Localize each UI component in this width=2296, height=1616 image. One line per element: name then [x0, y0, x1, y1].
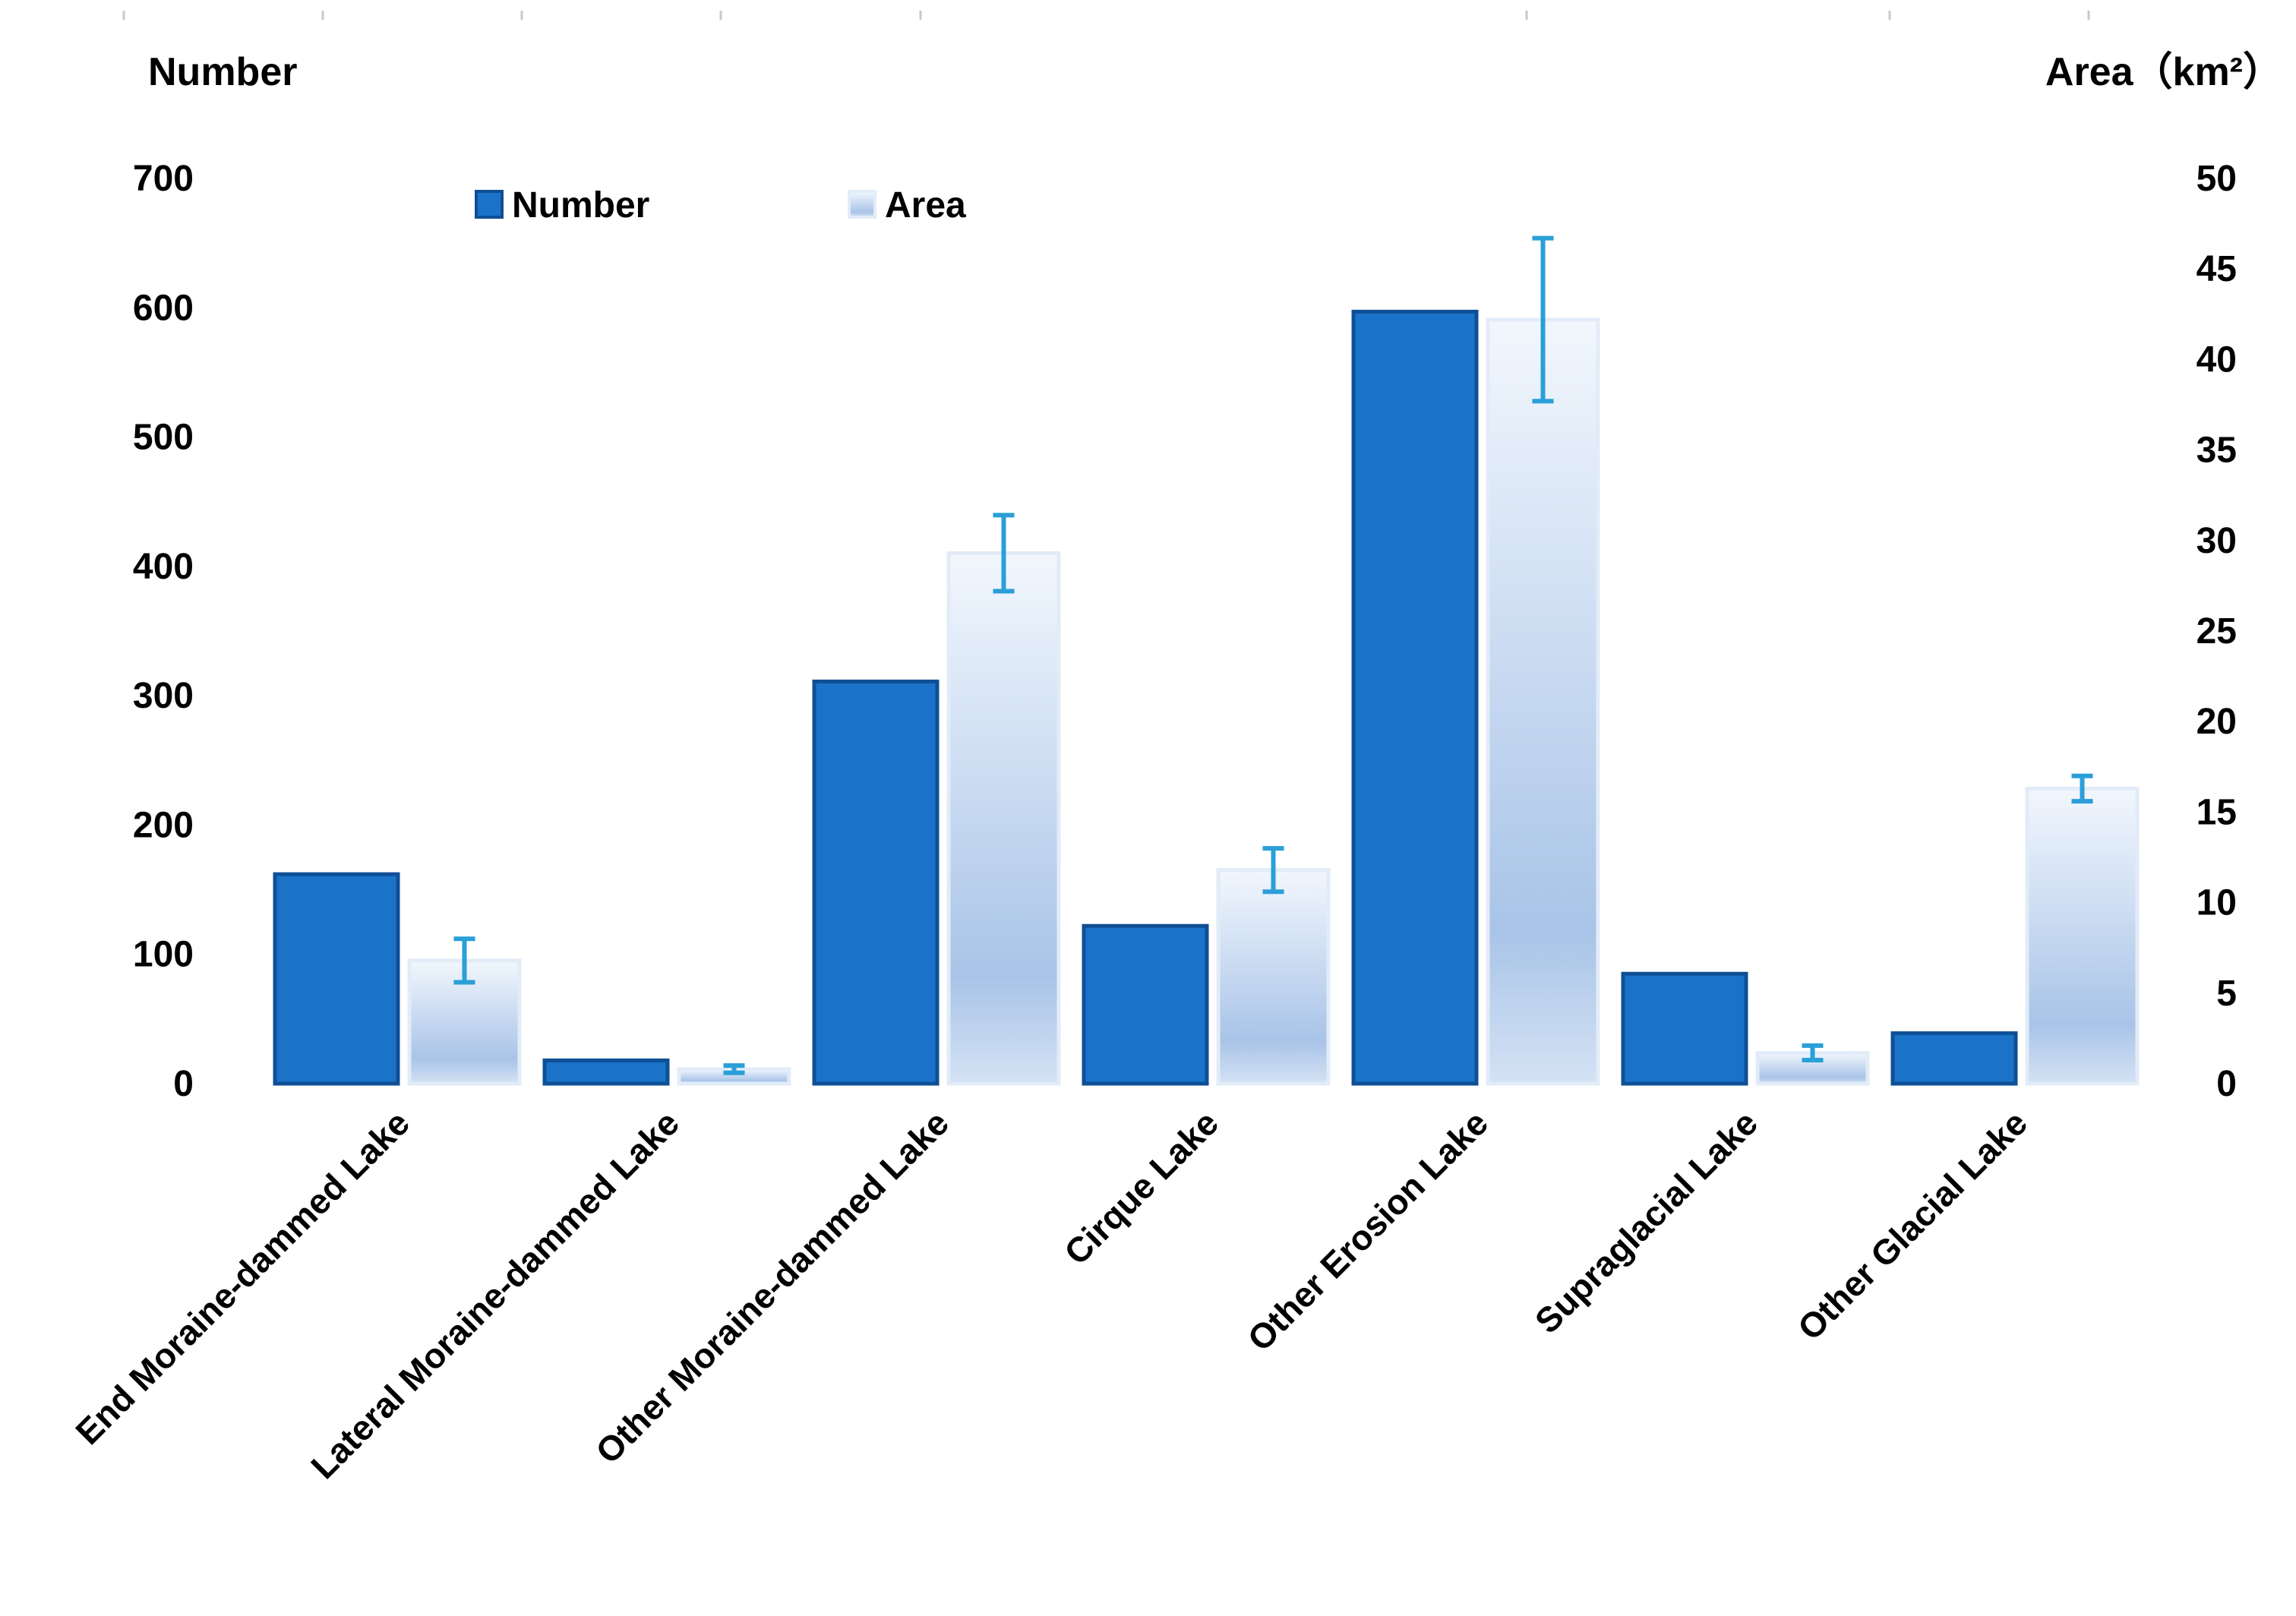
legend-swatch-area — [848, 190, 876, 219]
right-tick-label: 25 — [2197, 611, 2237, 652]
right-tick-label: 20 — [2197, 702, 2237, 742]
right-tick-label: 30 — [2197, 521, 2237, 561]
left-axis-title: Number — [148, 50, 297, 94]
right-tick-label: 35 — [2197, 431, 2237, 471]
bar-number — [1621, 971, 1748, 1086]
bar-number — [542, 1058, 670, 1086]
right-tick-label: 40 — [2197, 339, 2237, 380]
error-bar — [1532, 235, 1554, 404]
left-axis-ticks: 0 100 200 300 400 500 600 700 — [133, 159, 194, 1104]
right-tick-label: 15 — [2197, 792, 2237, 832]
right-tick-label: 0 — [2216, 1064, 2237, 1104]
error-bar — [723, 1063, 745, 1075]
right-axis-title: Area（km²） — [2045, 50, 2282, 94]
legend-label-number: Number — [512, 185, 649, 226]
bar-number — [812, 679, 940, 1086]
error-bar — [2071, 773, 2093, 804]
left-tick-label: 500 — [133, 418, 194, 458]
bar-area — [946, 551, 1061, 1086]
right-axis-ticks: 0 5 10 15 20 25 30 35 40 45 50 — [2197, 159, 2237, 1104]
category-label: Supraglacial Lake — [1527, 1103, 1765, 1340]
error-bar — [1262, 846, 1284, 895]
bar-area — [2025, 786, 2140, 1086]
right-tick-label: 50 — [2197, 159, 2237, 199]
left-tick-label: 400 — [133, 547, 194, 587]
bar-area — [1216, 868, 1331, 1086]
right-tick-label: 45 — [2197, 249, 2237, 289]
error-bar — [453, 936, 475, 985]
error-bar — [1802, 1043, 1824, 1063]
left-tick-label: 700 — [133, 159, 194, 199]
legend: Number Area — [475, 185, 966, 226]
bar-number — [1351, 309, 1479, 1086]
left-tick-label: 200 — [133, 805, 194, 845]
bar-number — [1082, 923, 1209, 1086]
right-tick-label: 10 — [2197, 883, 2237, 923]
top-tick-marks — [122, 11, 2090, 20]
left-tick-label: 600 — [133, 288, 194, 328]
left-tick-label: 0 — [173, 1064, 194, 1104]
category-label: Cirque Lake — [1056, 1103, 1226, 1272]
category-label: Other Erosion Lake — [1240, 1103, 1495, 1359]
legend-swatch-number — [475, 190, 504, 219]
error-bar — [993, 513, 1015, 594]
left-tick-label: 300 — [133, 676, 194, 716]
legend-label-area: Area — [885, 185, 966, 226]
error-bars — [453, 235, 2093, 1075]
bars — [273, 309, 2140, 1086]
bar-number — [273, 872, 400, 1086]
category-label: Other Glacial Lake — [1790, 1103, 2035, 1347]
bar-number — [1890, 1031, 2018, 1086]
bar-area — [1486, 317, 1600, 1086]
right-tick-label: 5 — [2216, 974, 2237, 1014]
left-tick-label: 100 — [133, 935, 194, 975]
